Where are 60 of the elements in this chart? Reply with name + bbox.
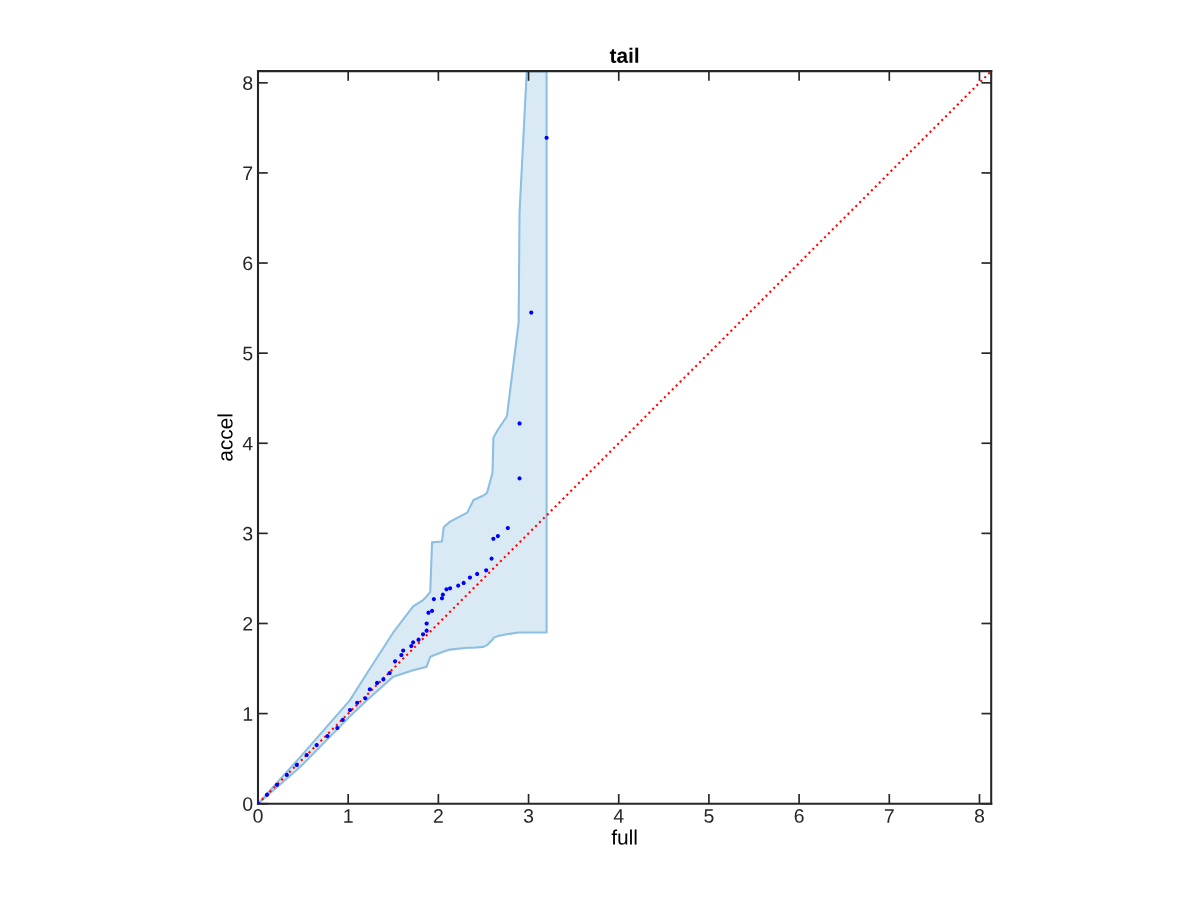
y-tick-label: 0 bbox=[243, 797, 253, 811]
point bbox=[325, 734, 330, 739]
point bbox=[335, 725, 340, 731]
point bbox=[491, 536, 496, 541]
x-tick-label: 6 bbox=[794, 809, 804, 823]
point bbox=[495, 533, 500, 539]
point bbox=[448, 586, 453, 591]
point bbox=[544, 135, 549, 140]
y-axis-title: accel bbox=[217, 414, 233, 461]
point bbox=[401, 648, 406, 653]
point bbox=[367, 687, 372, 692]
x-tick-label: 4 bbox=[613, 809, 624, 823]
x-tick-label: 8 bbox=[974, 809, 985, 823]
point bbox=[363, 696, 368, 701]
point bbox=[424, 628, 429, 633]
point bbox=[429, 608, 435, 613]
point bbox=[284, 772, 289, 777]
point bbox=[461, 580, 466, 586]
x-tick-label: 1 bbox=[344, 809, 353, 823]
chart-title: tail bbox=[609, 47, 639, 63]
point bbox=[387, 670, 392, 676]
point bbox=[529, 310, 534, 315]
point bbox=[294, 762, 299, 768]
x-tick-label: 5 bbox=[704, 809, 714, 823]
point bbox=[475, 571, 480, 576]
x-tick-label: 7 bbox=[884, 809, 894, 823]
y-tick-label: 6 bbox=[243, 256, 253, 271]
y-tick-label: 5 bbox=[243, 346, 253, 361]
point bbox=[439, 596, 445, 601]
x-axis-title: full bbox=[611, 829, 637, 845]
y-tick-label: 3 bbox=[243, 526, 253, 541]
point bbox=[411, 640, 416, 645]
point bbox=[440, 592, 445, 597]
y-tick-label: 2 bbox=[243, 616, 253, 631]
point bbox=[467, 575, 473, 580]
point bbox=[431, 597, 436, 602]
point bbox=[484, 568, 489, 573]
y-tick-label: 1 bbox=[243, 707, 253, 721]
point bbox=[264, 792, 270, 797]
x-tick-label: 0 bbox=[253, 809, 263, 823]
point bbox=[340, 717, 345, 722]
point bbox=[314, 743, 319, 748]
x-tick-label: 3 bbox=[523, 809, 534, 823]
point bbox=[355, 700, 360, 705]
y-tick-label: 8 bbox=[243, 76, 253, 91]
point bbox=[409, 643, 414, 649]
point bbox=[274, 782, 280, 787]
x-tick-label: 2 bbox=[433, 809, 443, 823]
point bbox=[420, 632, 426, 637]
point bbox=[444, 587, 449, 592]
point bbox=[393, 659, 398, 664]
point bbox=[374, 680, 380, 686]
point bbox=[505, 525, 510, 531]
y-tick-label: 4 bbox=[242, 436, 253, 451]
point bbox=[517, 421, 522, 426]
point bbox=[456, 583, 461, 588]
point bbox=[399, 652, 404, 658]
point bbox=[381, 677, 386, 682]
y-tick-label: 7 bbox=[243, 166, 253, 180]
point bbox=[304, 752, 309, 758]
